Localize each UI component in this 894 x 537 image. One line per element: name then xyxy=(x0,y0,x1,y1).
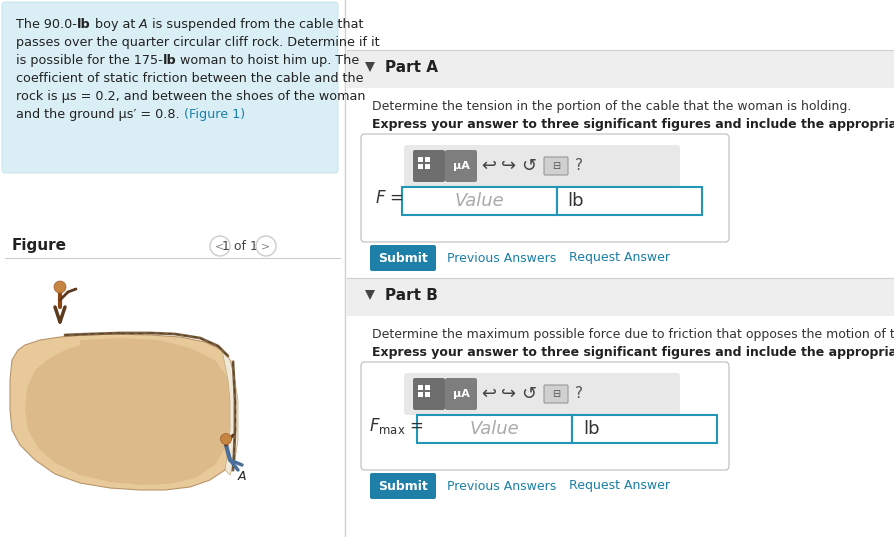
Circle shape xyxy=(220,433,232,445)
Polygon shape xyxy=(25,338,232,485)
Text: ↪: ↪ xyxy=(501,157,516,175)
Text: ↪: ↪ xyxy=(501,385,516,403)
Polygon shape xyxy=(10,334,236,490)
FancyBboxPatch shape xyxy=(403,145,679,187)
FancyBboxPatch shape xyxy=(412,378,444,410)
Polygon shape xyxy=(365,290,375,300)
Circle shape xyxy=(256,236,275,256)
FancyBboxPatch shape xyxy=(360,134,729,242)
FancyBboxPatch shape xyxy=(444,378,477,410)
FancyBboxPatch shape xyxy=(412,150,444,182)
Text: μA: μA xyxy=(452,161,469,171)
Text: Figure: Figure xyxy=(12,238,67,253)
Text: >: > xyxy=(261,241,270,251)
FancyBboxPatch shape xyxy=(401,187,556,215)
Text: lb: lb xyxy=(582,420,599,438)
Text: ?: ? xyxy=(574,387,582,402)
Text: ↩: ↩ xyxy=(481,157,496,175)
FancyBboxPatch shape xyxy=(403,373,679,415)
Text: passes over the quarter circular cliff rock. Determine if it: passes over the quarter circular cliff r… xyxy=(16,36,379,49)
Text: Express your answer to three significant figures and include the appropriate uni: Express your answer to three significant… xyxy=(372,346,894,359)
Text: ↺: ↺ xyxy=(521,157,536,175)
FancyBboxPatch shape xyxy=(369,473,435,499)
FancyBboxPatch shape xyxy=(347,278,894,316)
Text: Determine the tension in the portion of the cable that the woman is holding.: Determine the tension in the portion of … xyxy=(372,100,850,113)
Text: A: A xyxy=(238,470,246,483)
FancyBboxPatch shape xyxy=(347,0,894,50)
FancyBboxPatch shape xyxy=(417,385,423,390)
Text: ?: ? xyxy=(574,158,582,173)
FancyBboxPatch shape xyxy=(417,392,423,397)
FancyBboxPatch shape xyxy=(417,415,571,443)
Text: lb: lb xyxy=(567,192,583,210)
Polygon shape xyxy=(365,62,375,72)
Text: μA: μA xyxy=(452,389,469,399)
Text: lb: lb xyxy=(163,54,176,67)
Text: lb: lb xyxy=(77,18,90,31)
FancyBboxPatch shape xyxy=(571,415,716,443)
FancyBboxPatch shape xyxy=(544,385,568,403)
Text: Determine the maximum possible force due to friction that opposes the motion of : Determine the maximum possible force due… xyxy=(372,328,894,341)
Text: Value: Value xyxy=(453,192,503,210)
Text: and the ground μs′ = 0.8.: and the ground μs′ = 0.8. xyxy=(16,108,183,121)
Text: ⊟: ⊟ xyxy=(552,161,560,171)
Text: ↺: ↺ xyxy=(521,385,536,403)
Text: (Figure 1): (Figure 1) xyxy=(183,108,244,121)
FancyBboxPatch shape xyxy=(544,157,568,175)
Text: Submit: Submit xyxy=(377,251,427,265)
FancyBboxPatch shape xyxy=(417,157,423,162)
Text: boy at: boy at xyxy=(90,18,139,31)
Circle shape xyxy=(210,236,230,256)
FancyBboxPatch shape xyxy=(444,150,477,182)
Text: A: A xyxy=(139,18,148,31)
Text: Request Answer: Request Answer xyxy=(569,251,670,265)
Text: ↩: ↩ xyxy=(481,385,496,403)
FancyBboxPatch shape xyxy=(425,157,429,162)
Text: 1 of 1: 1 of 1 xyxy=(222,240,257,252)
Text: Previous Answers: Previous Answers xyxy=(446,480,556,492)
Text: Request Answer: Request Answer xyxy=(569,480,670,492)
Text: is suspended from the cable that: is suspended from the cable that xyxy=(148,18,363,31)
Text: $F$ =: $F$ = xyxy=(375,189,403,207)
Text: Part B: Part B xyxy=(384,288,437,303)
Text: Part A: Part A xyxy=(384,60,437,75)
Text: Submit: Submit xyxy=(377,480,427,492)
Text: $F_{\mathrm{max}}$ =: $F_{\mathrm{max}}$ = xyxy=(368,416,424,436)
Text: ⊟: ⊟ xyxy=(552,389,560,399)
FancyBboxPatch shape xyxy=(369,245,435,271)
Text: coefficient of static friction between the cable and the: coefficient of static friction between t… xyxy=(16,72,363,85)
Text: The 90.0-: The 90.0- xyxy=(16,18,77,31)
Text: is possible for the 175-: is possible for the 175- xyxy=(16,54,163,67)
FancyBboxPatch shape xyxy=(360,362,729,470)
Text: woman to hoist him up. The: woman to hoist him up. The xyxy=(176,54,359,67)
FancyBboxPatch shape xyxy=(347,50,894,88)
FancyBboxPatch shape xyxy=(425,385,429,390)
FancyBboxPatch shape xyxy=(417,164,423,169)
FancyBboxPatch shape xyxy=(556,187,701,215)
Text: rock is μs = 0.2, and between the shoes of the woman: rock is μs = 0.2, and between the shoes … xyxy=(16,90,365,103)
FancyBboxPatch shape xyxy=(425,164,429,169)
Text: Previous Answers: Previous Answers xyxy=(446,251,556,265)
Circle shape xyxy=(54,281,66,293)
FancyBboxPatch shape xyxy=(425,392,429,397)
Polygon shape xyxy=(222,350,238,475)
FancyBboxPatch shape xyxy=(2,2,338,173)
Text: Express your answer to three significant figures and include the appropriate uni: Express your answer to three significant… xyxy=(372,118,894,131)
Text: <: < xyxy=(215,241,224,251)
Text: Value: Value xyxy=(468,420,519,438)
